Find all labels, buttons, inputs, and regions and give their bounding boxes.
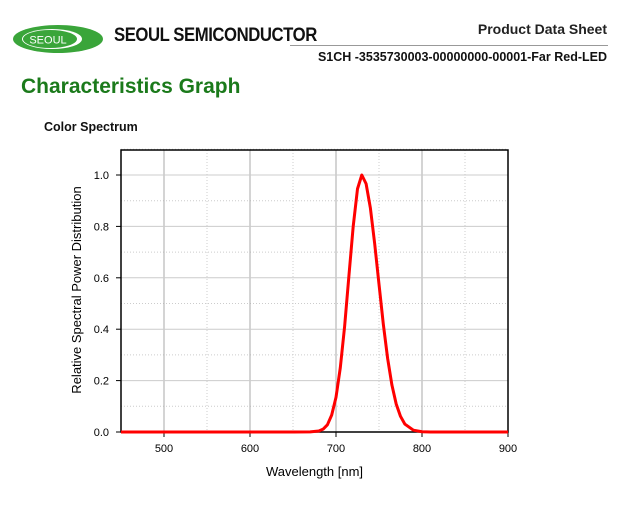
x-tick-label: 700 [327,443,345,455]
x-tick-label: 900 [499,443,517,455]
y-tick-label: 0.4 [94,324,109,336]
part-number: S1CH -3535730003-00000000-00001-Far Red-… [317,50,607,64]
y-tick-label: 0.6 [94,273,109,285]
y-tick-label: 1.0 [94,170,109,182]
x-tick-label: 500 [155,443,173,455]
seoul-logo: SEOUL [13,25,103,53]
y-tick-label: 0.8 [94,221,109,233]
spectrum-curve [121,173,508,434]
x-tick-label: 600 [241,443,259,455]
logo-text: SEOUL [29,35,66,47]
page-title: Characteristics Graph [21,75,241,98]
header-rule [290,45,608,46]
plot-frame [120,149,509,433]
y-axis-label: Relative Spectral Power Distribution [69,186,84,393]
x-axis-label: Wavelength [nm] [266,464,363,479]
doc-type: Product Data Sheet [477,21,607,37]
y-tick-label: 0.2 [94,376,109,388]
y-tick-label: 0.0 [94,427,109,439]
brand-name: SEOUL SEMICONDUCTOR [114,25,317,46]
section-title: Color Spectrum [44,120,138,134]
x-tick-label: 800 [413,443,431,455]
